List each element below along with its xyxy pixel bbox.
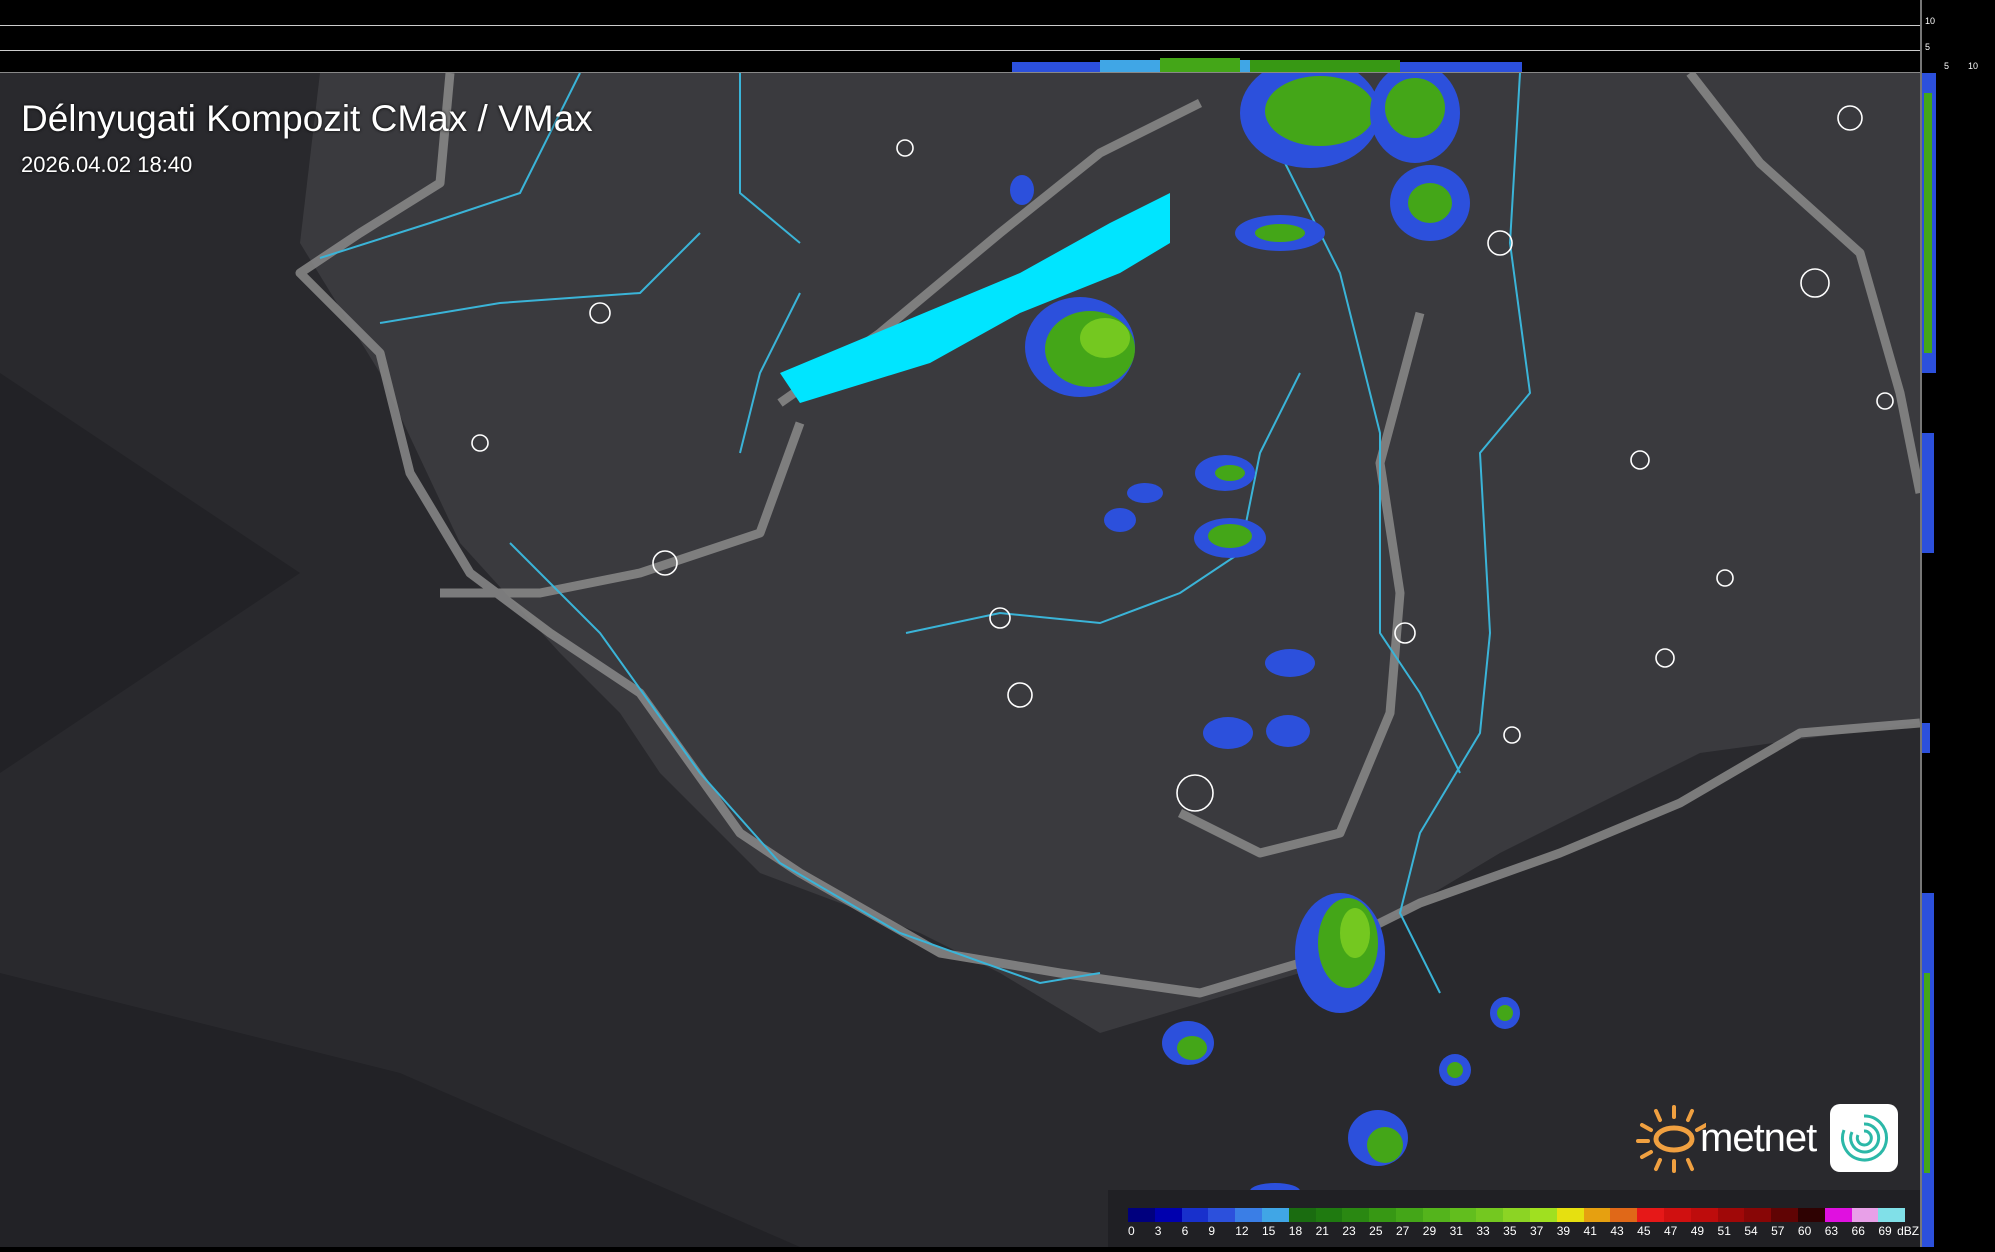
legend-swatch — [1771, 1208, 1798, 1222]
legend-label: 12 — [1235, 1224, 1249, 1238]
legend-label: 27 — [1395, 1224, 1410, 1238]
legend-label: 6 — [1181, 1224, 1189, 1238]
brand-name: metnet — [1700, 1115, 1817, 1160]
dbz-legend: 0 3 6 9 12 15 18 21 23 25 27 29 31 33 35 37 39 41 43 45 47 49… — [1108, 1190, 1920, 1247]
legend-swatch — [1449, 1208, 1477, 1222]
legend-label: 23 — [1342, 1224, 1356, 1238]
rivers — [319, 73, 1532, 994]
legend-swatch — [1342, 1208, 1370, 1222]
separator — [1920, 0, 1922, 1247]
legend-label: 60 — [1797, 1224, 1812, 1238]
tick-h-10: 10 — [1968, 61, 1979, 71]
legend-labels: 0 3 6 9 12 15 18 21 23 25 27 29 31 33 35 37 39 41 43 45 47 49… — [1128, 1224, 1919, 1238]
legend-label: 41 — [1583, 1224, 1597, 1238]
side-profile-echoes — [1922, 73, 1936, 1252]
legend-swatch — [1395, 1208, 1423, 1222]
legend-label: 69 — [1878, 1224, 1892, 1238]
legend-color-scale — [1128, 1208, 1906, 1222]
legend-swatch — [1529, 1208, 1557, 1222]
legend-label: 18 — [1288, 1224, 1303, 1238]
legend-label: 25 — [1369, 1224, 1383, 1238]
legend-unit: dBZ — [1897, 1224, 1920, 1238]
gridline-5 — [0, 50, 1920, 51]
legend-swatch — [1690, 1208, 1718, 1222]
legend-swatch — [1717, 1208, 1745, 1222]
legend-label: 63 — [1824, 1224, 1839, 1238]
legend-label: 43 — [1610, 1224, 1624, 1238]
legend-label: 39 — [1556, 1224, 1571, 1238]
side-profile-strip — [1922, 73, 1995, 1252]
legend-label: 47 — [1663, 1224, 1678, 1238]
map-timestamp: 2026.04.02 18:40 — [21, 152, 193, 177]
legend-label: 35 — [1503, 1224, 1517, 1238]
legend-label: 51 — [1717, 1224, 1731, 1238]
legend-swatch — [1851, 1208, 1879, 1222]
legend-swatch — [1824, 1208, 1852, 1222]
sun-icon — [1636, 1105, 1706, 1173]
legend-swatch — [1878, 1208, 1906, 1222]
legend-label: 66 — [1851, 1224, 1865, 1238]
legend-label: 54 — [1744, 1224, 1758, 1238]
legend-swatch — [1797, 1208, 1825, 1222]
legend-swatch — [1744, 1208, 1772, 1222]
legend-swatch — [1610, 1208, 1638, 1222]
legend-label: 57 — [1771, 1224, 1785, 1238]
legend-label: 49 — [1690, 1224, 1705, 1238]
legend-swatch — [1315, 1208, 1343, 1222]
legend-label: 21 — [1315, 1224, 1329, 1238]
legend-swatch — [1583, 1208, 1611, 1222]
tick-h-5: 5 — [1944, 61, 1950, 71]
legend-label: 9 — [1208, 1224, 1216, 1238]
legend-swatch — [1128, 1208, 1155, 1222]
legend-swatch — [1154, 1208, 1182, 1222]
legend-swatch — [1637, 1208, 1664, 1222]
legend-swatch — [1208, 1208, 1236, 1222]
vertical-profile-strip — [0, 0, 1920, 73]
legend-label: 31 — [1449, 1224, 1463, 1238]
tick-v-10: 10 — [1925, 16, 1936, 26]
strip-border — [0, 72, 1920, 73]
legend-swatch — [1556, 1208, 1584, 1222]
map-title: Délnyugati Kompozit CMax / VMax — [21, 98, 593, 139]
profile-echoes — [1012, 58, 1522, 72]
tick-v-5: 5 — [1925, 42, 1931, 52]
legend-swatch — [1261, 1208, 1289, 1222]
legend-label: 37 — [1529, 1224, 1544, 1238]
legend-label: 3 — [1154, 1224, 1162, 1238]
metnet-logo: metnet — [1636, 1103, 1899, 1173]
legend-label: 29 — [1422, 1224, 1437, 1238]
legend-swatch — [1369, 1208, 1396, 1222]
legend-swatch — [1235, 1208, 1262, 1222]
app-logo — [1830, 1104, 1899, 1172]
legend-swatch — [1663, 1208, 1691, 1222]
lake-balaton — [780, 193, 1170, 403]
settlement-outlines — [471, 105, 1894, 812]
legend-label: 0 — [1128, 1224, 1135, 1238]
legend-label: 33 — [1476, 1224, 1490, 1238]
gridline-10 — [0, 25, 1920, 26]
legend-swatch — [1503, 1208, 1530, 1222]
legend-label: 15 — [1261, 1224, 1276, 1238]
legend-swatch — [1476, 1208, 1504, 1222]
legend-swatch — [1422, 1208, 1450, 1222]
radar-echoes — [1010, 73, 1520, 1199]
legend-swatch — [1181, 1208, 1209, 1222]
spiral-icon — [1841, 1114, 1889, 1162]
legend-label: 45 — [1637, 1224, 1651, 1238]
radar-map[interactable] — [0, 73, 1920, 1247]
legend-swatch — [1288, 1208, 1316, 1222]
